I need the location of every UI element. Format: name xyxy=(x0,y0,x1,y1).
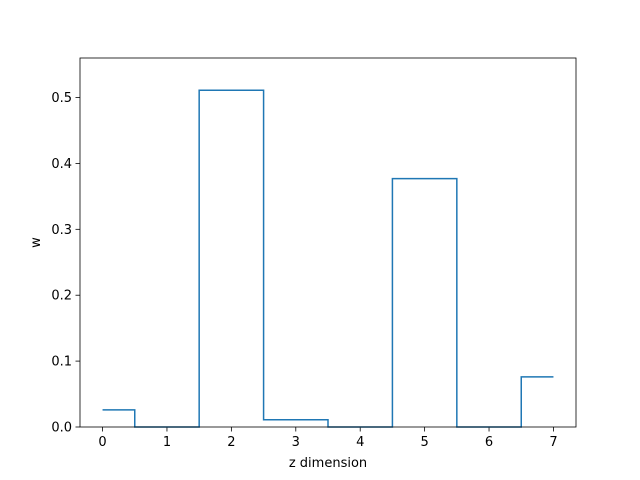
x-tick-label: 0 xyxy=(98,435,106,450)
x-tick-label: 7 xyxy=(549,435,557,450)
x-tick-label: 6 xyxy=(485,435,493,450)
x-axis-ticks: 0 1 2 3 4 5 6 7 xyxy=(98,427,558,450)
y-tick-label: 0.5 xyxy=(51,91,72,106)
x-tick-label: 3 xyxy=(292,435,300,450)
x-tick-label: 4 xyxy=(356,435,364,450)
x-tick-label: 1 xyxy=(163,435,171,450)
y-tick-label: 0.0 xyxy=(51,421,72,436)
y-axis-label: w xyxy=(29,237,44,248)
x-tick-label: 2 xyxy=(227,435,235,450)
y-axis-ticks: 0.0 0.1 0.2 0.3 0.4 0.5 xyxy=(51,91,80,436)
y-tick-label: 0.3 xyxy=(51,223,72,238)
y-tick-label: 0.2 xyxy=(51,289,72,304)
y-tick-label: 0.1 xyxy=(51,355,72,370)
y-tick-label: 0.4 xyxy=(51,157,72,172)
plot-frame xyxy=(79,57,577,428)
x-tick-label: 5 xyxy=(420,435,428,450)
x-axis-label: z dimension xyxy=(289,456,367,471)
